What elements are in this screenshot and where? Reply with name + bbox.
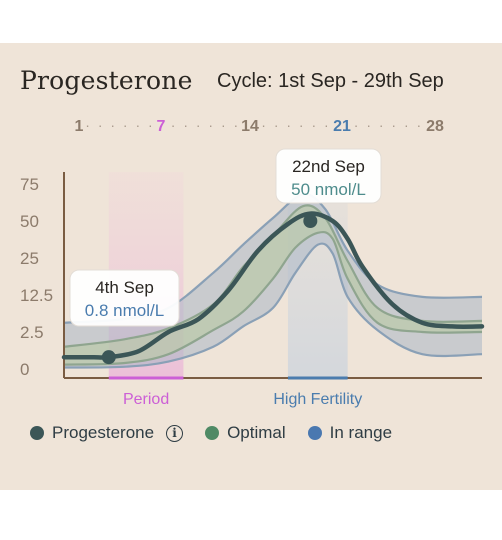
legend-item-optimal[interactable]: Optimal <box>205 423 286 443</box>
legend-item-in-range[interactable]: In range <box>307 423 393 443</box>
phase-label: High Fertility <box>273 391 362 408</box>
point-22nd-sep <box>303 214 318 228</box>
point-4th-sep <box>101 350 116 365</box>
value-callouts: 4th Sep 0.8 nmol/L 22nd Sep 50 nmol/L <box>69 148 382 327</box>
in-range-lower-line <box>63 242 483 369</box>
cycle-day-label: 7 <box>157 118 166 135</box>
cycle-day-label: 21 <box>333 118 351 135</box>
optimal-dot-icon <box>205 426 220 440</box>
callout-box <box>275 148 382 204</box>
series-layer <box>61 211 485 365</box>
in-range-dot-icon <box>307 426 322 440</box>
page-title: Progesterone <box>20 66 193 95</box>
callout-date: 22nd Sep <box>292 157 365 176</box>
cycle-dots: · · · · · · <box>85 117 154 133</box>
progesterone-chart: 1 · · · · · · 7 · · · · · · 14 · · · · · · 21 ·… <box>20 117 485 408</box>
phase-labels: Period High Fertility <box>123 391 362 408</box>
info-icon[interactable]: i <box>166 424 184 442</box>
chart-axes <box>63 172 482 380</box>
cycle-dots: · · · · · · <box>171 117 240 133</box>
callout-box <box>69 269 180 327</box>
legend-label: In range <box>329 423 393 442</box>
callout-value: 0.8 nmol/L <box>85 301 164 320</box>
progesterone-dot-icon <box>30 426 44 440</box>
cycle-dots: · · · · · · <box>261 117 330 133</box>
y-tick-label: 0 <box>20 360 29 379</box>
legend-item-progesterone[interactable]: Progesterone i <box>30 423 184 443</box>
cycle-dots: · · · · · · <box>354 117 423 133</box>
y-tick-label: 25 <box>20 249 39 268</box>
legend-label: Progesterone <box>52 423 155 442</box>
callout-22nd-sep: 22nd Sep 50 nmol/L <box>275 148 382 204</box>
optimal-upper-line <box>63 204 483 348</box>
cycle-day-scale: 1 · · · · · · 7 · · · · · · 14 · · · · · · 21 ·… <box>75 117 444 135</box>
cycle-day-label: 1 <box>75 118 84 135</box>
callout-4th-sep: 4th Sep 0.8 nmol/L <box>69 269 180 327</box>
callout-value: 50 nmol/L <box>291 180 366 199</box>
phase-label: Period <box>123 391 169 408</box>
optimal-lower-line <box>63 230 483 366</box>
cycle-day-label: 14 <box>241 118 259 135</box>
chart-legend: Progesterone i Optimal In range <box>30 423 414 443</box>
legend-label: Optimal <box>227 423 286 442</box>
y-tick-label: 12.5 <box>20 286 53 305</box>
y-tick-label: 75 <box>20 175 39 194</box>
cycle-day-label: 28 <box>426 118 444 135</box>
y-axis-ticks: 75 50 25 12.5 2.5 0 <box>20 175 53 379</box>
y-tick-label: 2.5 <box>20 323 44 342</box>
callout-date: 4th Sep <box>95 278 154 297</box>
cycle-range[interactable]: Cycle: 1st Sep - 29th Sep <box>217 70 444 92</box>
y-tick-label: 50 <box>20 212 39 231</box>
